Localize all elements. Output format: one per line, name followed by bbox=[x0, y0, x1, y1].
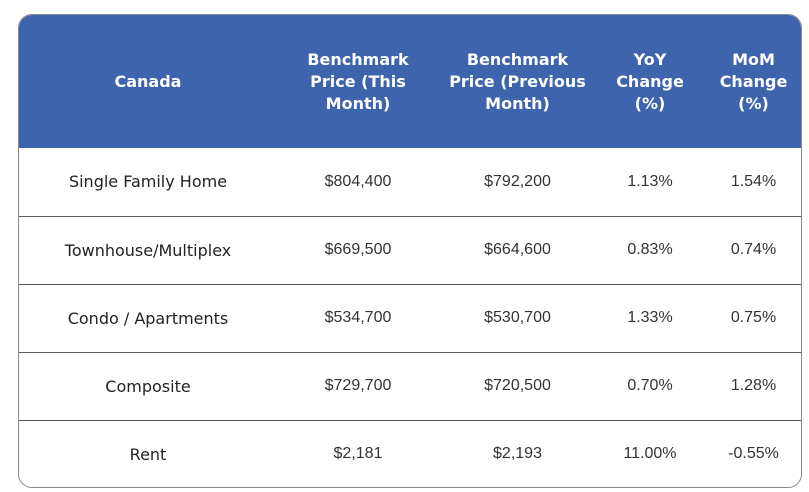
yoy-change: 0.70% bbox=[596, 351, 704, 420]
header-region: Canada bbox=[19, 15, 277, 148]
table-row: Single Family Home $804,400 $792,200 1.1… bbox=[19, 148, 801, 216]
mom-change: 1.54% bbox=[730, 172, 777, 190]
header-mom-change: MoM Change (%) bbox=[704, 15, 801, 148]
header-price-previous-month: Benchmark Price (Previous Month) bbox=[439, 15, 596, 148]
header-yoy-change: YoY Change (%) bbox=[596, 15, 704, 148]
row-label: Condo / Apartments bbox=[19, 283, 277, 352]
table-row: Composite $729,700 $720,500 0.70% 1.28% bbox=[19, 351, 801, 420]
table-header: Canada Benchmark Price (This Month) Benc… bbox=[19, 15, 801, 148]
price-previous-month: $720,500 bbox=[439, 351, 596, 420]
row-label: Composite bbox=[19, 351, 277, 420]
price-previous-month: $792,200 bbox=[484, 172, 551, 190]
yoy-change: 0.83% bbox=[596, 215, 704, 284]
mom-change: -0.55% bbox=[704, 419, 801, 487]
header-price-this-month: Benchmark Price (This Month) bbox=[277, 15, 439, 148]
benchmark-price-table: Canada Benchmark Price (This Month) Benc… bbox=[19, 15, 801, 487]
benchmark-price-table-card: Canada Benchmark Price (This Month) Benc… bbox=[18, 14, 802, 488]
row-label: Single Family Home bbox=[68, 172, 228, 192]
table-row: Townhouse/Multiplex $669,500 $664,600 0.… bbox=[19, 215, 801, 284]
mom-change: 0.74% bbox=[704, 215, 801, 284]
price-previous-month: $2,193 bbox=[439, 419, 596, 487]
yoy-change: 1.13% bbox=[627, 172, 673, 190]
table-body: Single Family Home $804,400 $792,200 1.1… bbox=[19, 148, 801, 487]
header-row: Canada Benchmark Price (This Month) Benc… bbox=[19, 15, 801, 148]
price-this-month: $804,400 bbox=[324, 172, 392, 190]
price-this-month: $669,500 bbox=[277, 215, 439, 284]
yoy-change: 11.00% bbox=[596, 419, 704, 487]
price-this-month: $534,700 bbox=[277, 283, 439, 352]
price-this-month: $729,700 bbox=[277, 351, 439, 420]
price-previous-month: $530,700 bbox=[439, 283, 596, 352]
mom-change: 1.28% bbox=[704, 351, 801, 420]
table-row: Condo / Apartments $534,700 $530,700 1.3… bbox=[19, 283, 801, 352]
row-label: Townhouse/Multiplex bbox=[19, 215, 277, 284]
yoy-change: 1.33% bbox=[596, 283, 704, 352]
row-label: Rent bbox=[19, 419, 277, 487]
price-this-month: $2,181 bbox=[277, 419, 439, 487]
table-row: Rent $2,181 $2,193 11.00% -0.55% bbox=[19, 419, 801, 487]
mom-change: 0.75% bbox=[704, 283, 801, 352]
price-previous-month: $664,600 bbox=[439, 215, 596, 284]
